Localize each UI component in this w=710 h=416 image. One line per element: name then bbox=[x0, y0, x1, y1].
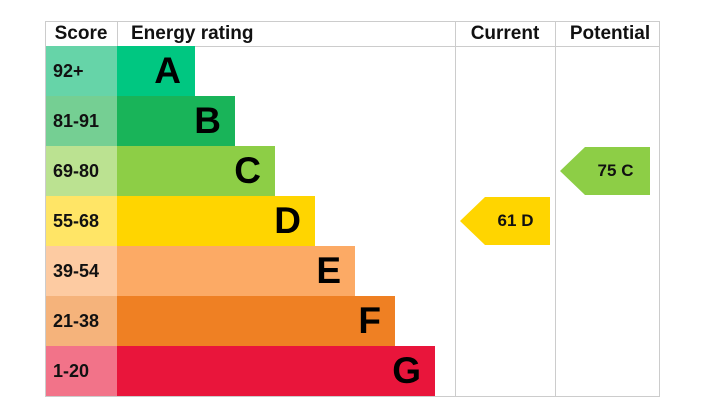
rating-letter: E bbox=[316, 250, 341, 291]
rating-letter: A bbox=[154, 50, 181, 91]
rating-bar bbox=[117, 246, 355, 296]
rating-bar bbox=[117, 146, 275, 196]
header-rating: Energy rating bbox=[131, 23, 253, 44]
score-range: 92+ bbox=[53, 61, 84, 81]
header-current: Current bbox=[471, 23, 540, 44]
rating-bar bbox=[117, 346, 435, 396]
score-range: 21-38 bbox=[53, 311, 99, 331]
rating-letter: D bbox=[274, 200, 301, 241]
score-range: 69-80 bbox=[53, 161, 99, 181]
score-cell bbox=[46, 96, 117, 146]
score-range: 39-54 bbox=[53, 261, 99, 281]
score-range: 1-20 bbox=[53, 361, 89, 381]
current-score: 61 bbox=[498, 211, 517, 230]
score-cell bbox=[46, 296, 117, 346]
score-cell bbox=[46, 46, 117, 96]
current-arrow bbox=[460, 197, 550, 245]
rating-letter: C bbox=[234, 150, 261, 191]
score-cell bbox=[46, 346, 117, 396]
potential-rating: C bbox=[621, 161, 633, 180]
rating-letter: G bbox=[392, 350, 421, 391]
rating-bar bbox=[117, 96, 235, 146]
header-score: Score bbox=[55, 23, 108, 44]
score-range: 81-91 bbox=[53, 111, 99, 131]
potential-label: 75 C bbox=[598, 161, 634, 180]
potential-score: 75 bbox=[598, 161, 617, 180]
current-rating: D bbox=[521, 211, 533, 230]
score-range: 55-68 bbox=[53, 211, 99, 231]
rating-bar bbox=[117, 296, 395, 346]
rating-letter: B bbox=[194, 100, 221, 141]
potential-arrow bbox=[560, 147, 650, 195]
current-label: 61 D bbox=[498, 211, 534, 230]
score-cell bbox=[46, 196, 117, 246]
rating-letter: F bbox=[358, 300, 381, 341]
rating-bar bbox=[117, 196, 315, 246]
rating-bar bbox=[117, 46, 195, 96]
header-potential: Potential bbox=[570, 23, 650, 44]
score-cell bbox=[46, 246, 117, 296]
score-cell bbox=[46, 146, 117, 196]
